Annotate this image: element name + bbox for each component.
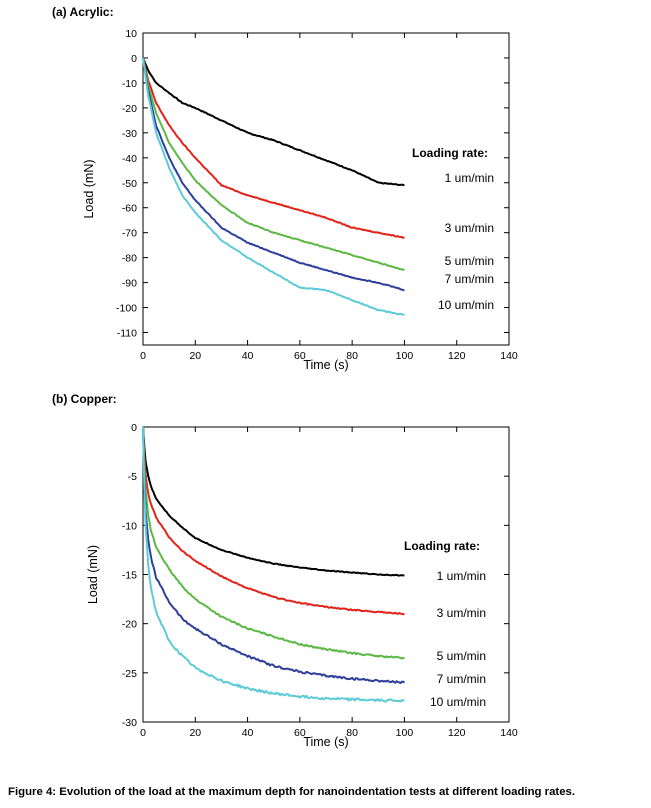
series-line-3-um-min xyxy=(142,426,405,616)
y-tick-label: 10 xyxy=(125,28,137,40)
y-tick-label: -15 xyxy=(122,570,137,582)
y-tick-label: -100 xyxy=(116,303,137,315)
series-line-10-um-min xyxy=(142,426,405,703)
x-tick-label: 140 xyxy=(500,727,518,739)
x-tick-label: 140 xyxy=(500,350,518,362)
panel-b-label: (b) Copper: xyxy=(52,392,117,406)
x-tick-label: 20 xyxy=(189,350,201,362)
y-tick-label: -60 xyxy=(122,203,137,215)
y-tick-label: -90 xyxy=(122,278,137,290)
series-label: 5 um/min xyxy=(437,649,486,663)
series-label: 10 um/min xyxy=(438,298,494,312)
x-axis-label: Time (s) xyxy=(303,358,348,372)
x-tick-label: 120 xyxy=(448,350,466,362)
copper-load-chart: 0 20 40 60 80 100 120 140 0 -5 -10 -15 -20 -25 -30 Time… xyxy=(86,422,518,749)
y-tick-label: -70 xyxy=(122,228,137,240)
series-label: 5 um/min xyxy=(445,254,494,268)
series-label: 10 um/min xyxy=(430,695,486,709)
series-label: 1 um/min xyxy=(437,569,486,583)
plot-frame xyxy=(142,32,510,346)
y-tick-label: -20 xyxy=(122,103,137,115)
y-tick-label: -110 xyxy=(117,328,137,340)
y-tick-label: -25 xyxy=(122,668,137,680)
series-line-1-um-min xyxy=(142,57,405,187)
x-tick-label: 40 xyxy=(242,350,254,362)
y-tick-label: -50 xyxy=(122,178,137,190)
x-tick-label: 80 xyxy=(346,727,358,739)
series-line-3-um-min xyxy=(142,57,405,239)
y-axis-label: Load (mN) xyxy=(86,545,100,604)
series-label: 7 um/min xyxy=(445,272,494,286)
series-line-7-um-min xyxy=(142,57,405,292)
series-label: 3 um/min xyxy=(437,606,486,620)
y-tick-label: -40 xyxy=(122,153,137,165)
series-line-5-um-min xyxy=(142,57,405,272)
legend-title: Loading rate: xyxy=(404,539,480,553)
series-label: 1 um/min xyxy=(445,171,494,185)
y-tick-label: 0 xyxy=(131,422,137,434)
x-tick-label: 40 xyxy=(242,727,254,739)
x-tick-label: 60 xyxy=(294,350,306,362)
x-axis-label: Time (s) xyxy=(303,735,348,749)
y-axis-label: Load (mN) xyxy=(82,159,96,218)
x-tick-label: 100 xyxy=(396,350,414,362)
panel-a-label: (a) Acrylic: xyxy=(52,5,114,19)
y-tick-label: 0 xyxy=(131,53,137,65)
series-label: 7 um/min xyxy=(437,672,486,686)
y-tick-label: -5 xyxy=(128,471,137,483)
y-tick-label: -10 xyxy=(122,78,137,90)
legend-title: Loading rate: xyxy=(412,146,488,160)
series-line-10-um-min xyxy=(142,57,405,317)
series-line-1-um-min xyxy=(142,426,405,577)
series-line-7-um-min xyxy=(142,426,406,685)
x-tick-label: 100 xyxy=(396,727,414,739)
y-tick-label: -80 xyxy=(122,253,137,265)
y-tick-label: -30 xyxy=(122,128,137,140)
series-label: 3 um/min xyxy=(445,221,494,235)
y-tick-label: -10 xyxy=(122,520,137,532)
x-tick-label: 20 xyxy=(189,727,201,739)
x-tick-label: 80 xyxy=(346,350,358,362)
x-tick-label: 0 xyxy=(140,727,146,739)
x-tick-label: 0 xyxy=(140,350,146,362)
series-line-5-um-min xyxy=(142,426,405,660)
y-tick-label: -20 xyxy=(122,619,137,631)
figure-caption: Figure 4: Evolution of the load at the m… xyxy=(8,786,576,798)
y-tick-label: -30 xyxy=(122,717,137,729)
x-tick-label: 120 xyxy=(448,727,466,739)
acrylic-load-chart: 0 20 40 60 80 100 120 140100-10-20-30-40-50-60-… xyxy=(82,28,518,372)
x-tick-label: 60 xyxy=(294,727,306,739)
